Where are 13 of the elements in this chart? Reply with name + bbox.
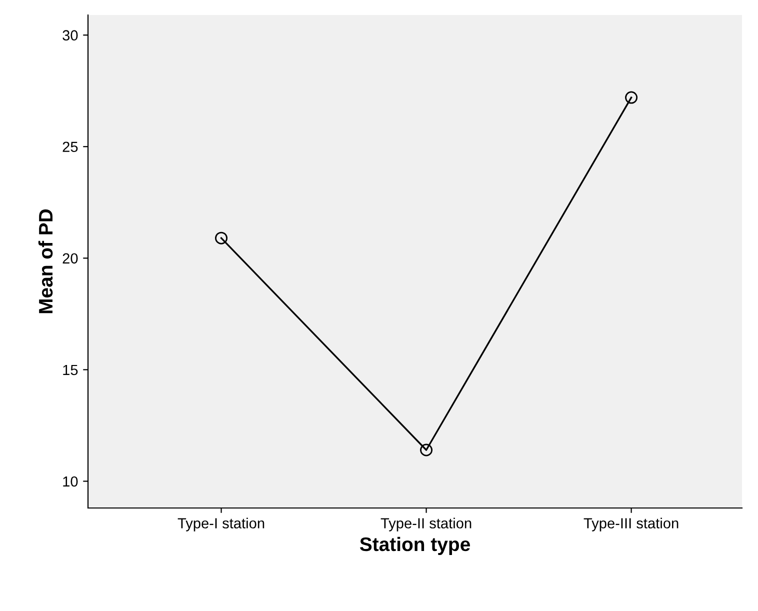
point: [625, 91, 638, 104]
y-tick-label: 25: [62, 142, 78, 152]
x-tick-label: Type-II station: [380, 518, 472, 532]
y-tick-label: 15: [63, 364, 78, 376]
y-axis-title: Mean of PD: [38, 209, 53, 314]
y-tick-label: 30: [62, 30, 78, 41]
x-tick-label: Type-I station: [178, 518, 264, 532]
y-tick-label: 20: [62, 253, 78, 264]
x-tick-label: Type-III station: [584, 518, 678, 532]
point: [420, 444, 433, 456]
point: [215, 232, 228, 244]
y-tick-label: 10: [63, 476, 78, 487]
x-axis-title: Station type: [360, 536, 470, 555]
